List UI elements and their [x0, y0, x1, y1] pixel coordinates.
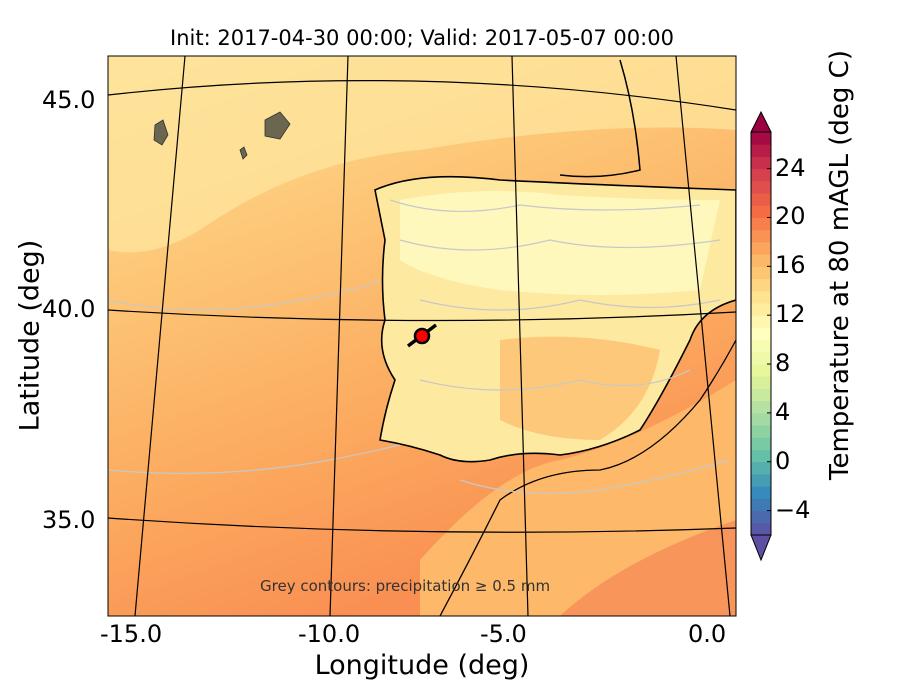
map-area: [108, 56, 736, 616]
colorbar-band: [751, 180, 771, 194]
colorbar-tick-label: 0: [775, 446, 791, 475]
colorbar-band: [751, 241, 771, 255]
x-tick-label: -5.0: [480, 620, 527, 648]
colorbar-band: [751, 339, 771, 353]
colorbar-band: [751, 315, 771, 328]
graticule: [108, 56, 736, 616]
colorbar-min-extend: [750, 534, 772, 562]
colorbar-band: [751, 302, 771, 316]
colorbar-band: [751, 193, 771, 206]
colorbar-max-extend: [750, 110, 772, 133]
colorbar-band: [751, 327, 771, 341]
x-axis-label: Longitude (deg): [314, 650, 530, 681]
colorbar-band: [751, 412, 771, 426]
colorbar-band: [751, 278, 771, 292]
france-coast: [559, 59, 641, 178]
y-tick-label: 35.0: [42, 506, 96, 534]
axes-frame: [107, 55, 737, 617]
x-tick-label: 0.0: [688, 620, 727, 648]
colorbar-band: [751, 351, 771, 365]
colorbar-band: [751, 400, 771, 414]
colorbar-frame: [750, 131, 772, 536]
colorbar: [750, 110, 772, 562]
colorbar-band: [751, 449, 771, 463]
y-axis-label: Latitude (deg): [14, 239, 46, 432]
annotation: Grey contours: precipitation ≥ 0.5 mm: [260, 577, 551, 595]
colorbar-band: [751, 376, 771, 389]
colorbar-band: [751, 205, 771, 218]
colorbar-band: [751, 425, 771, 438]
africa-coast: [439, 339, 736, 616]
colorbar-band: [751, 498, 771, 512]
colorbar-band: [751, 510, 771, 524]
south-warm: [500, 336, 660, 440]
colorbar-band: [751, 156, 771, 170]
colorbar-tick-label: 20: [775, 202, 806, 231]
colorbar-band: [751, 144, 771, 157]
colorbar-band: [751, 217, 771, 231]
chart-title: Init: 2017-04-30 00:00; Valid: 2017-05-0…: [170, 26, 674, 50]
x-tick-label: -15.0: [100, 620, 163, 648]
colorbar-band: [751, 364, 771, 377]
colorbar-band: [751, 473, 771, 487]
y-tick-label: 40.0: [42, 295, 96, 323]
colorbar-band: [751, 461, 771, 475]
cool-band: [108, 56, 736, 253]
colorbar-band: [751, 266, 771, 280]
colorbar-tick-label: 24: [775, 153, 806, 182]
colorbar-label: Temperature at 80 mAGL (deg C): [825, 50, 855, 480]
y-tick-label: 45.0: [42, 86, 96, 114]
colorbar-band: [751, 168, 771, 182]
colorbar-band: [751, 229, 771, 243]
colorbar-band: [751, 290, 771, 304]
colorbar-band: [751, 486, 771, 499]
colorbar-tick-label: 8: [775, 349, 791, 378]
location-marker: [413, 327, 431, 345]
colorbar-tick-label: 16: [775, 251, 806, 280]
alps-patches: [153, 111, 291, 160]
meseta-cool: [400, 191, 720, 295]
africa-warm: [560, 520, 736, 616]
colorbar-band: [751, 388, 771, 402]
colorbar-band: [751, 254, 771, 267]
precip-contours: [108, 199, 731, 494]
colorbar-tick-label: 12: [775, 300, 806, 329]
colorbar-tick-label: −4: [775, 495, 811, 524]
x-tick-label: -10.0: [298, 620, 361, 648]
colorbar-band: [751, 132, 771, 145]
colorbar-band: [751, 522, 771, 536]
colorbar-tick-label: 4: [775, 397, 791, 426]
colorbar-band: [751, 437, 771, 451]
